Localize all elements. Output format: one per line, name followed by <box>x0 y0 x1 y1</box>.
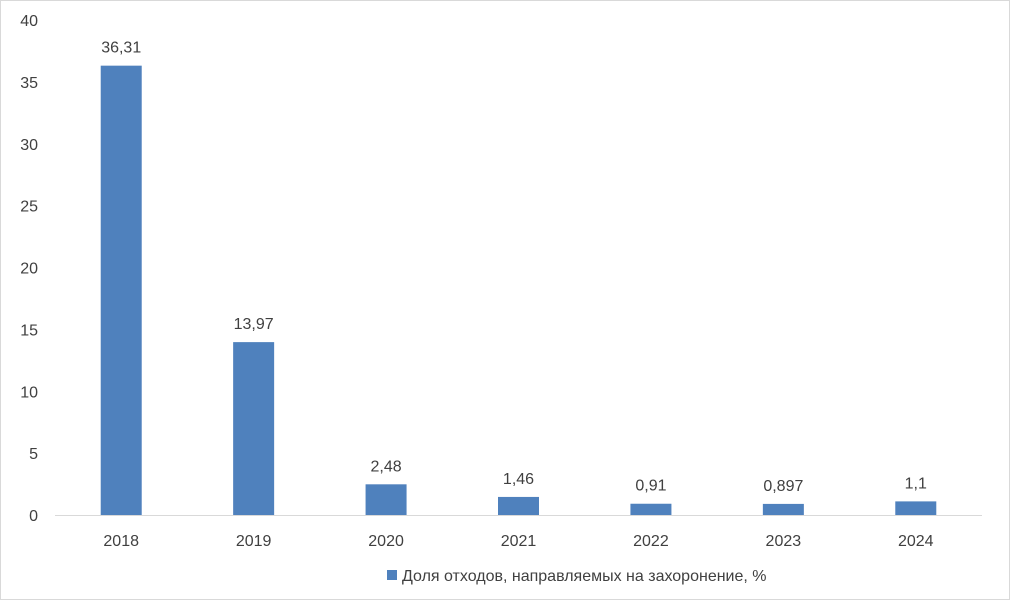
bar-2024 <box>895 501 937 515</box>
legend: Доля отходов, направляемых на захоронени… <box>387 568 767 585</box>
bar-2020 <box>365 484 407 515</box>
y-tick-label: 30 <box>20 137 38 154</box>
y-tick-label: 5 <box>29 446 38 463</box>
x-tick-label-2020: 2020 <box>368 533 404 550</box>
y-tick-label: 35 <box>20 75 38 92</box>
bars <box>100 65 937 515</box>
x-tick-label-2018: 2018 <box>103 533 139 550</box>
y-tick-label: 20 <box>20 261 38 278</box>
y-tick-label: 15 <box>20 322 38 339</box>
bar-2021 <box>498 496 539 515</box>
bar-2018 <box>100 65 142 515</box>
bar-2019 <box>233 342 275 515</box>
data-labels: 36,31 13,97 2,48 1,46 0,91 0,897 1,1 <box>101 40 927 495</box>
x-tick-label-2021: 2021 <box>501 533 537 550</box>
x-axis: 2018 2019 2020 2021 2022 2023 2024 <box>55 515 982 550</box>
data-label-2021: 1,46 <box>503 471 534 488</box>
y-axis: 0 5 10 15 20 25 30 35 40 <box>20 13 38 525</box>
bar-2023 <box>762 503 804 515</box>
y-tick-label: 25 <box>20 199 38 216</box>
data-label-2019: 13,97 <box>234 316 274 333</box>
legend-label: Доля отходов, направляемых на захоронени… <box>402 568 767 585</box>
legend-swatch <box>387 570 397 580</box>
bar-2022 <box>630 503 672 515</box>
data-label-2018: 36,31 <box>101 40 141 57</box>
x-tick-label-2023: 2023 <box>766 533 802 550</box>
x-tick-label-2024: 2024 <box>898 533 934 550</box>
y-tick-label: 10 <box>20 384 38 401</box>
data-label-2024: 1,1 <box>905 475 927 492</box>
data-label-2023: 0,897 <box>763 478 803 495</box>
y-tick-label: 0 <box>29 508 38 525</box>
x-tick-label-2019: 2019 <box>236 533 272 550</box>
x-tick-label-2022: 2022 <box>633 533 669 550</box>
data-label-2022: 0,91 <box>635 478 666 495</box>
y-tick-label: 40 <box>20 13 38 30</box>
data-label-2020: 2,48 <box>371 458 402 475</box>
